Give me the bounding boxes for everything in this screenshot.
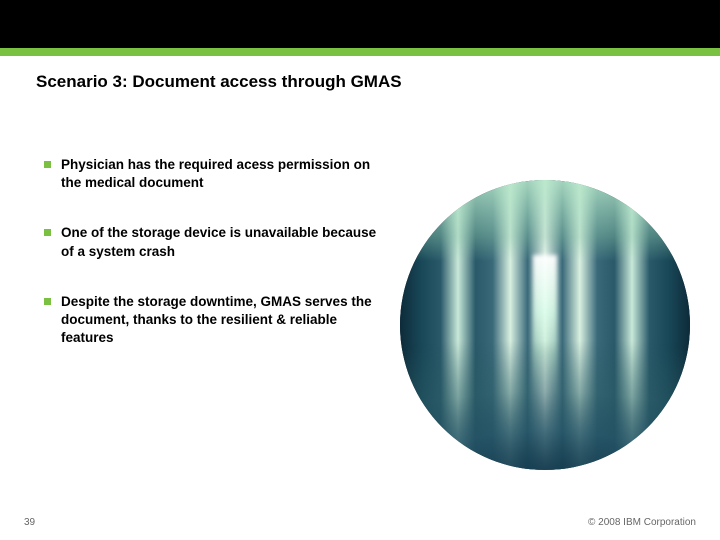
top-black-bar	[0, 0, 720, 48]
slide-title: Scenario 3: Document access through GMAS	[36, 72, 402, 92]
accent-green-bar	[0, 48, 720, 56]
list-item: One of the storage device is unavailable…	[44, 224, 380, 260]
square-bullet-icon	[44, 229, 51, 236]
bullet-text: One of the storage device is unavailable…	[61, 224, 380, 260]
vanishing-point-light	[533, 255, 556, 394]
footer: 39 © 2008 IBM Corporation	[0, 504, 720, 540]
bullet-text: Physician has the required acess permiss…	[61, 156, 380, 192]
datacenter-image-content	[400, 180, 690, 470]
datacenter-image	[400, 180, 690, 470]
list-item: Physician has the required acess permiss…	[44, 156, 380, 192]
page-number: 39	[24, 517, 35, 528]
bullet-list: Physician has the required acess permiss…	[44, 156, 380, 380]
list-item: Despite the storage downtime, GMAS serve…	[44, 293, 380, 348]
copyright-text: © 2008 IBM Corporation	[588, 517, 696, 528]
square-bullet-icon	[44, 161, 51, 168]
bullet-text: Despite the storage downtime, GMAS serve…	[61, 293, 380, 348]
square-bullet-icon	[44, 298, 51, 305]
